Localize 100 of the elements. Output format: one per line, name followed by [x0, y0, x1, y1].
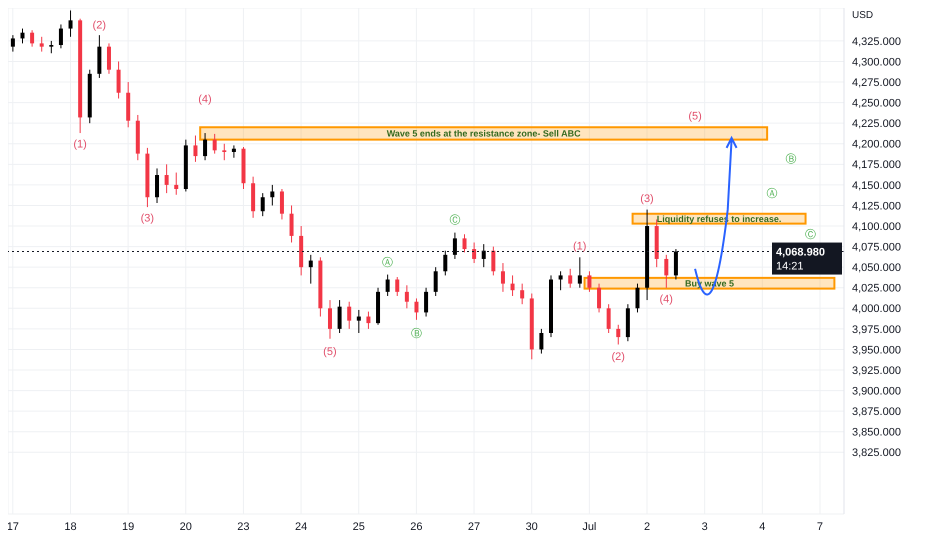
candlestick: [106, 42, 111, 74]
candlestick: [434, 266, 438, 296]
candlestick: [568, 268, 572, 288]
candlestick: [558, 270, 563, 291]
candlestick: [280, 188, 284, 220]
y-tick-label: 4,225.000: [852, 118, 901, 130]
candlestick: [462, 234, 467, 253]
y-tick-label: 4,275.000: [852, 76, 901, 89]
candlestick: [10, 34, 15, 52]
annotation: (2): [611, 350, 625, 363]
candlestick: [414, 298, 418, 320]
candlestick: [597, 283, 602, 313]
annotation: (4): [198, 93, 212, 106]
candlestick: [290, 204, 294, 243]
y-tick-label: 4,300.000: [852, 56, 901, 68]
y-tick-label: 4,025.000: [852, 282, 901, 295]
candlestick: [212, 133, 217, 154]
y-tick-label: 4,125.000: [852, 200, 901, 212]
x-tick-label: 30: [526, 520, 538, 533]
x-tick-label: 26: [410, 520, 423, 533]
candlestick: [500, 262, 505, 292]
candlestick: [58, 24, 63, 49]
candlestick: [20, 28, 24, 44]
candlestick: [347, 301, 352, 330]
candlestick: [587, 270, 592, 292]
candlestick: [482, 244, 486, 268]
y-tick-label: 4,325.000: [852, 36, 901, 48]
annotation: (3): [140, 212, 154, 225]
candlestick: [674, 248, 678, 280]
candlestick: [443, 250, 448, 276]
candlestick: [203, 132, 208, 161]
candlestick: [606, 304, 611, 334]
y-tick-label: 3,850.000: [852, 426, 901, 439]
y-tick-label: 3,925.000: [852, 364, 901, 377]
candlestick: [174, 172, 178, 196]
x-tick-label: 7: [816, 520, 824, 533]
candlestick: [386, 274, 390, 296]
candlestick: [68, 10, 73, 38]
candlestick: [491, 246, 496, 276]
candlestick: [270, 184, 274, 206]
y-axis-title: USD: [852, 10, 874, 21]
candlestick: [664, 254, 668, 288]
x-tick-label: 4: [759, 520, 766, 533]
candlestick: [510, 274, 515, 296]
y-tick-label: 4,200.000: [852, 138, 901, 151]
y-tick-label: 3,825.000: [852, 447, 901, 460]
candlestick: [338, 300, 342, 334]
candlestick: [155, 168, 160, 204]
candlestick: [49, 40, 54, 54]
annotation: Ⓐ: [766, 187, 778, 200]
x-tick-label: 18: [64, 520, 77, 533]
candlestick: [260, 192, 265, 217]
candlestick: [222, 143, 226, 161]
candlestick: [404, 284, 409, 309]
y-tick-label: 4,050.000: [852, 262, 901, 274]
annotation: Ⓐ: [382, 256, 394, 270]
annotation: (3): [640, 192, 654, 205]
candlestick: [40, 36, 44, 52]
y-tick-label: 4,150.000: [852, 180, 901, 192]
candlestick: [193, 135, 198, 162]
candlestick: [308, 254, 313, 284]
x-tick-label: 25: [352, 520, 365, 533]
x-tick-label: 23: [237, 520, 250, 533]
candlestick: [328, 300, 332, 340]
candlestick: [616, 324, 620, 346]
y-tick-label: 3,975.000: [852, 324, 901, 336]
x-tick-label: 2: [644, 520, 650, 533]
annotation: (1): [573, 240, 586, 253]
x-tick-label: 20: [180, 520, 192, 533]
y-tick-label: 4,175.000: [852, 159, 901, 172]
annotation: Ⓑ: [410, 326, 422, 340]
x-tick-label: 3: [702, 520, 708, 533]
y-tick-label: 4,250.000: [852, 98, 901, 110]
y-tick-label: 4,075.000: [852, 242, 901, 254]
candlestick: [539, 328, 544, 354]
y-tick-label: 3,950.000: [852, 344, 901, 356]
annotation: Ⓒ: [449, 213, 460, 226]
ref-line-label: 4,068.980: [776, 246, 825, 259]
candlestick: [395, 276, 400, 296]
x-tick-label: 24: [294, 520, 308, 533]
candlestick: [472, 242, 476, 264]
annotation: (5): [688, 110, 702, 123]
y-tick-label: 3,875.000: [852, 406, 901, 418]
y-tick-label: 3,900.000: [852, 385, 901, 398]
candlestick: [635, 283, 640, 313]
y-tick-label: 4,100.000: [852, 220, 901, 233]
x-tick-label: Jul: [582, 520, 596, 533]
candlestick: [366, 311, 370, 330]
candlestick: [356, 309, 361, 334]
annotation: (5): [323, 346, 337, 358]
x-tick-label: 19: [122, 520, 134, 533]
annotation: Ⓑ: [786, 152, 797, 166]
annotation: (4): [660, 293, 673, 306]
annotation: (2): [92, 19, 106, 32]
annotation: Ⓒ: [804, 228, 816, 242]
y-tick-label: 4,000.000: [852, 303, 901, 316]
band-label: Wave 5 ends at the resistance zone- Sell ABC: [386, 128, 582, 139]
candlestick: [520, 283, 524, 305]
candlestick: [424, 287, 428, 318]
annotation: (1): [73, 138, 87, 151]
